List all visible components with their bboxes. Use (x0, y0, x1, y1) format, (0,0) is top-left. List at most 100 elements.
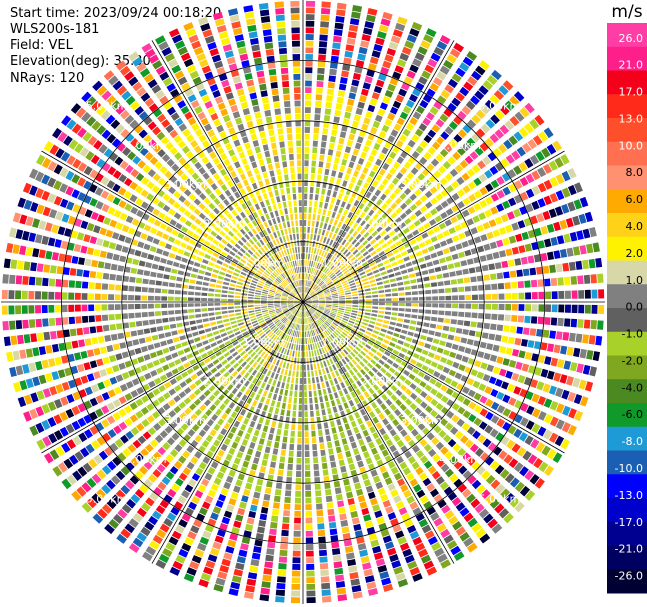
gate (332, 364, 337, 371)
gate (475, 266, 483, 273)
gate (288, 397, 293, 404)
gate (317, 67, 325, 75)
gate (280, 332, 285, 339)
gate (372, 164, 379, 172)
gate (305, 304, 310, 309)
gate (323, 346, 328, 353)
gate (486, 74, 498, 86)
gate (347, 497, 355, 506)
gate (207, 303, 214, 307)
gate (537, 411, 547, 421)
gate (325, 495, 333, 503)
gate (312, 254, 316, 261)
gate (489, 133, 499, 144)
gate (507, 197, 517, 207)
gate (296, 310, 300, 317)
gate (323, 236, 327, 244)
gate (121, 351, 129, 359)
gate (196, 419, 204, 427)
gate (468, 330, 476, 337)
gate (366, 69, 375, 78)
gate (55, 279, 62, 287)
gate (178, 439, 187, 448)
gate (397, 578, 409, 588)
gate (271, 420, 277, 428)
gate (184, 88, 194, 97)
gate (269, 248, 275, 255)
gate (267, 331, 273, 337)
gate (369, 56, 379, 65)
gate (177, 328, 185, 335)
gate (297, 444, 302, 451)
gate (409, 358, 417, 365)
gate (562, 262, 570, 272)
gate (453, 261, 461, 268)
gate (68, 280, 76, 288)
gate (147, 139, 157, 149)
gate (355, 59, 365, 68)
gate (500, 158, 510, 168)
gate (455, 502, 466, 512)
gate (296, 295, 301, 300)
gate (477, 350, 485, 359)
gate (304, 293, 307, 300)
gate (209, 151, 217, 160)
gate (67, 242, 75, 251)
gate (305, 296, 311, 301)
gate (130, 330, 138, 337)
gate (332, 191, 338, 198)
gate (233, 420, 241, 428)
gate (427, 229, 435, 236)
gate (125, 461, 135, 471)
gate (197, 484, 207, 493)
gate (370, 358, 377, 365)
gate (428, 330, 435, 336)
gate (221, 306, 228, 310)
gate (289, 443, 295, 451)
gate (262, 368, 268, 375)
gate (142, 164, 152, 174)
gate (419, 215, 427, 223)
gate (318, 429, 323, 437)
gate (429, 323, 437, 329)
gate (71, 420, 81, 431)
gate (249, 441, 256, 449)
gate (312, 240, 316, 247)
gate (35, 406, 45, 417)
gate (363, 315, 371, 319)
gate (375, 422, 383, 430)
gate (588, 258, 596, 269)
gate (146, 362, 154, 369)
gate (335, 269, 341, 275)
gate (343, 57, 352, 65)
gate (187, 94, 197, 103)
gate (498, 250, 507, 258)
gate (122, 147, 132, 157)
gate (186, 134, 195, 143)
gate (395, 207, 403, 215)
gate (239, 247, 246, 254)
gate (68, 379, 77, 389)
gate (505, 304, 512, 311)
gate (403, 187, 412, 196)
gate (357, 353, 364, 360)
gate (423, 500, 433, 510)
gate (317, 208, 322, 215)
gate (161, 310, 168, 316)
gate (237, 322, 245, 326)
gate (456, 201, 465, 209)
gate (262, 574, 272, 582)
gate (305, 490, 312, 497)
gate (53, 180, 63, 191)
gate (267, 305, 274, 308)
gate (214, 298, 221, 302)
gate (367, 491, 376, 500)
gate (174, 416, 183, 425)
gate (351, 214, 358, 221)
gate (172, 560, 183, 570)
gate (315, 288, 321, 293)
gate (213, 380, 221, 388)
gate (439, 35, 451, 45)
gate (389, 151, 397, 160)
gate (342, 180, 348, 188)
